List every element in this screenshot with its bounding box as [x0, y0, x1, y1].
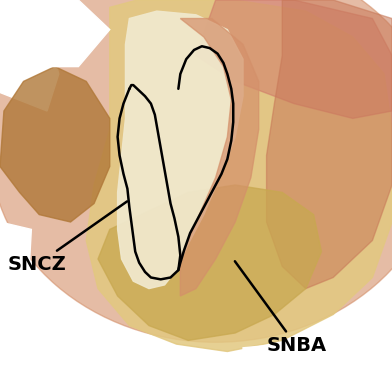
Polygon shape — [0, 67, 110, 222]
Polygon shape — [98, 185, 321, 340]
Ellipse shape — [0, 0, 392, 342]
Text: SNCZ: SNCZ — [8, 201, 127, 274]
Polygon shape — [0, 0, 110, 67]
Polygon shape — [180, 18, 259, 296]
Polygon shape — [86, 0, 392, 352]
Text: SNBA: SNBA — [235, 261, 327, 356]
Polygon shape — [118, 11, 243, 289]
Polygon shape — [196, 0, 392, 118]
Polygon shape — [243, 326, 392, 370]
Polygon shape — [0, 222, 31, 370]
Polygon shape — [267, 0, 392, 289]
Polygon shape — [0, 0, 59, 111]
